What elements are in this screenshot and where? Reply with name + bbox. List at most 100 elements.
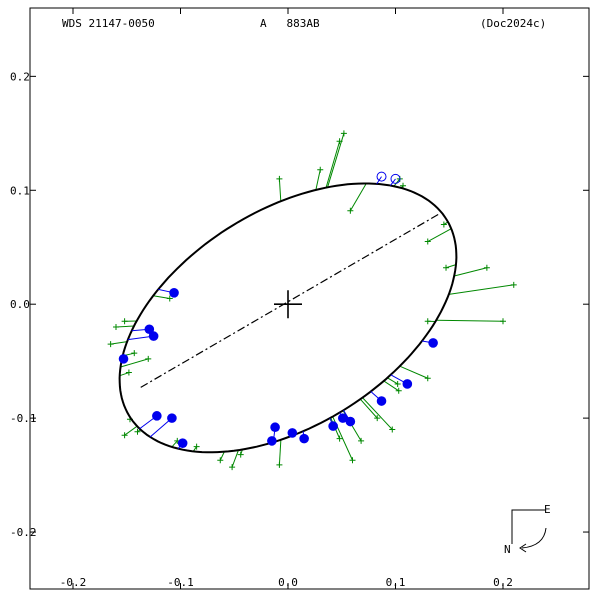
- x-tick-label: -0.2: [60, 576, 87, 589]
- measure-marker: [145, 355, 152, 362]
- observation-point: [152, 411, 162, 421]
- axis-ticks: [30, 8, 589, 589]
- measure-residual-line: [119, 372, 130, 377]
- observation-point: [287, 428, 298, 438]
- measure-marker: [358, 437, 365, 444]
- x-tick-label: 0.0: [278, 576, 298, 589]
- measure-marker: [121, 432, 128, 439]
- compass-axes: [511, 509, 545, 544]
- measure-residual-line: [399, 365, 428, 379]
- observation-point: [345, 416, 356, 427]
- measure-residual-line: [315, 169, 321, 191]
- measure-residual-line: [124, 425, 138, 436]
- y-tick-label: 0.2: [10, 70, 30, 83]
- plot-frame: [29, 7, 590, 590]
- orbit-ellipse-group: [118, 182, 458, 454]
- measure-marker: [510, 281, 517, 288]
- measure-residual-line: [327, 133, 345, 188]
- measure-marker: [389, 426, 396, 433]
- measure-marker: [317, 166, 324, 173]
- observation-point: [428, 338, 438, 348]
- open-observation-point: [376, 171, 387, 182]
- measure-residual-line: [383, 380, 399, 392]
- x-tick-label: 0.2: [493, 576, 513, 589]
- axis-tick-labels: -0.2 -0.1 0.0 0.1 0.2 0.2 0.1 0.0 -0.1 -0.2: [10, 70, 513, 589]
- measure-marker: [349, 457, 356, 464]
- measure-residual-line: [362, 397, 393, 430]
- compass-arrow: [521, 527, 547, 549]
- compass-arrow-head: [519, 543, 527, 553]
- measure-marker: [483, 264, 490, 271]
- measure-marker: [113, 323, 119, 330]
- pair-label: A 883AB: [260, 17, 320, 30]
- primary-star-cross: [274, 290, 302, 319]
- measure-residual-line: [219, 451, 225, 461]
- measure-marker: [347, 207, 354, 214]
- measure-residual-line: [231, 449, 239, 468]
- measure-residual-line: [427, 228, 452, 242]
- y-tick-label: 0.0: [10, 298, 30, 311]
- measure-marker: [121, 318, 128, 325]
- y-tick-label: 0.1: [10, 184, 30, 197]
- measure-marker: [374, 415, 381, 422]
- measure-residual-line: [393, 178, 401, 187]
- measure-marker: [193, 443, 200, 450]
- measure-marker: [395, 387, 402, 394]
- observation-points: [118, 171, 438, 449]
- primary-star-group: [274, 290, 302, 319]
- observation-point: [167, 413, 177, 423]
- measure-marker: [424, 238, 431, 245]
- measure-marker: [237, 451, 244, 458]
- open-point-residual-line: [389, 178, 396, 186]
- measure-residual-line: [387, 377, 398, 385]
- compass-rose: E N: [504, 503, 551, 556]
- observation-residual-line: [149, 417, 173, 438]
- measure-marker: [276, 461, 283, 468]
- compass-east-label: E: [544, 503, 551, 516]
- measure-residual-line: [359, 398, 378, 419]
- measure-marker: [134, 428, 141, 435]
- measure-marker: [217, 457, 224, 464]
- measure-residual-line: [171, 440, 178, 448]
- measure-marker: [125, 369, 132, 376]
- observation-point: [338, 413, 348, 423]
- measure-marker: [131, 350, 138, 357]
- observation-point: [328, 421, 338, 431]
- measure-residual-line: [436, 319, 504, 322]
- observation-point: [177, 438, 188, 448]
- measure-marker: [276, 175, 283, 182]
- measure-marker: [500, 318, 506, 325]
- measure-marker: [166, 295, 173, 302]
- observation-point: [299, 433, 309, 444]
- observation-point: [118, 354, 129, 364]
- observation-point: [402, 379, 413, 389]
- observation-point: [144, 324, 155, 335]
- measure-residual-line: [325, 141, 341, 188]
- measure-residual-line: [448, 284, 514, 295]
- line-of-nodes-group: [140, 212, 441, 388]
- reference-label: (Doc2024c): [480, 17, 546, 30]
- y-tick-label: -0.2: [10, 526, 37, 539]
- measure-residual-line: [120, 358, 149, 368]
- measure-residual-line: [349, 183, 367, 212]
- measure-residual-line: [445, 264, 457, 269]
- x-tick-label: -0.1: [167, 576, 194, 589]
- measure-marker: [336, 435, 343, 442]
- observation-point: [376, 396, 387, 406]
- y-tick-label: -0.1: [10, 412, 37, 425]
- observation-point: [169, 288, 179, 298]
- measure-residual-line: [278, 439, 282, 465]
- measure-residual-line: [115, 325, 135, 328]
- measure-marker: [424, 375, 431, 382]
- observation-point: [270, 422, 280, 433]
- measure-marker: [340, 130, 347, 137]
- measure-marker: [394, 380, 401, 387]
- measure-marker: [107, 341, 114, 348]
- measure-marker: [229, 464, 236, 471]
- measure-marker: [443, 264, 450, 271]
- measure-residual-line: [454, 267, 487, 277]
- orbit-ellipse: [118, 182, 458, 454]
- x-tick-label: 0.1: [386, 576, 406, 589]
- compass-north-label: N: [504, 543, 511, 556]
